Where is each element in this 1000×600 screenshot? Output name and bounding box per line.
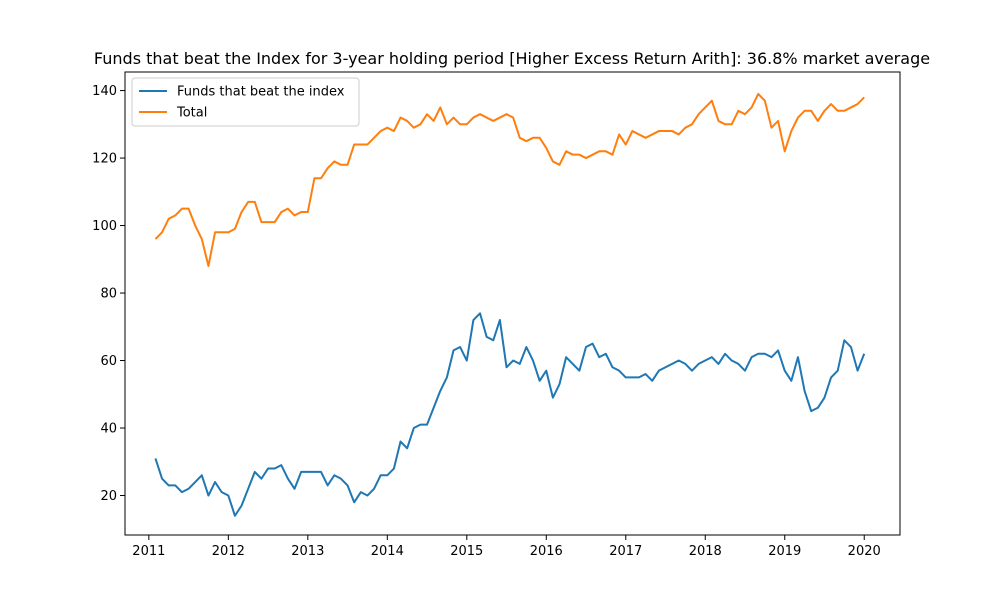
series-line-1 [154,92,865,268]
x-tick-label: 2018 [689,544,722,559]
series-line-0 [154,312,866,517]
x-tick-label: 2020 [848,544,881,559]
legend-label-1: Total [176,106,207,121]
series-layer [154,92,866,517]
y-tick-label: 80 [100,287,117,302]
legend: Funds that beat the index Total [131,77,360,127]
y-tick-label: 40 [100,422,117,437]
y-tick-label: 120 [92,152,117,167]
y-tick-label: 20 [100,489,117,504]
legend-box [131,77,360,127]
x-tick-label: 2015 [450,544,483,559]
chart-title: Funds that beat the Index for 3-year hol… [94,49,930,68]
x-tick-label: 2019 [768,544,801,559]
x-tick-label: 2016 [530,544,563,559]
legend-label-0: Funds that beat the index [177,85,345,100]
y-tick-label: 60 [100,354,117,369]
plot-frame [124,71,901,536]
axes-layer: 2011 2012 2013 2014 2015 2016 2017 2018 2019 2020… [92,71,901,559]
y-tick-label: 100 [92,219,117,234]
x-tick-label: 2011 [132,544,165,559]
x-tick-label: 2013 [291,544,324,559]
y-tick-label: 140 [92,84,117,99]
x-tick-label: 2017 [609,544,642,559]
x-tick-label: 2014 [371,544,404,559]
x-tick-label: 2012 [212,544,245,559]
